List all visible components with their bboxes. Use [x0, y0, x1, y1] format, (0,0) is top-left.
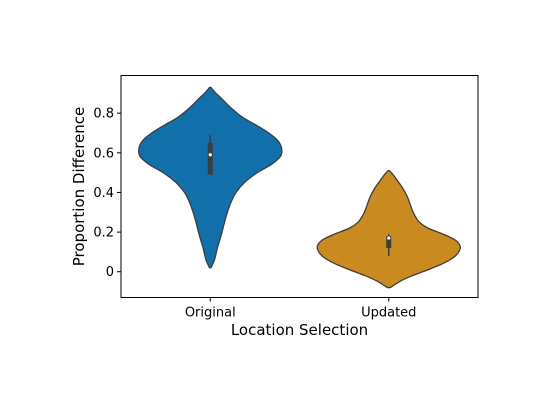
y-tick-label: 0.6	[93, 146, 114, 161]
violins-layer	[138, 86, 461, 289]
y-axis-label: Proportion Difference	[70, 107, 88, 267]
violin-median-dot	[387, 236, 391, 240]
x-tick-label: Updated	[361, 306, 416, 321]
y-tick-label: 0.2	[93, 226, 114, 241]
y-axis: 0 0.2 0.4 0.6 0.8	[93, 107, 121, 280]
y-tick-label: 0.4	[93, 186, 114, 201]
violin-body-original	[138, 86, 283, 269]
violin-body-updated	[316, 169, 461, 289]
x-tick-label: Original	[185, 306, 236, 321]
y-tick-label: 0	[106, 265, 114, 280]
violin-median-dot	[208, 153, 212, 157]
x-axis: Original Updated	[185, 297, 416, 321]
violin-iqr-box	[386, 236, 392, 248]
y-tick-label: 0.8	[93, 107, 114, 122]
plot-frame	[120, 75, 479, 298]
violin-iqr-box	[207, 142, 213, 175]
x-axis-label: Location Selection	[231, 321, 368, 339]
